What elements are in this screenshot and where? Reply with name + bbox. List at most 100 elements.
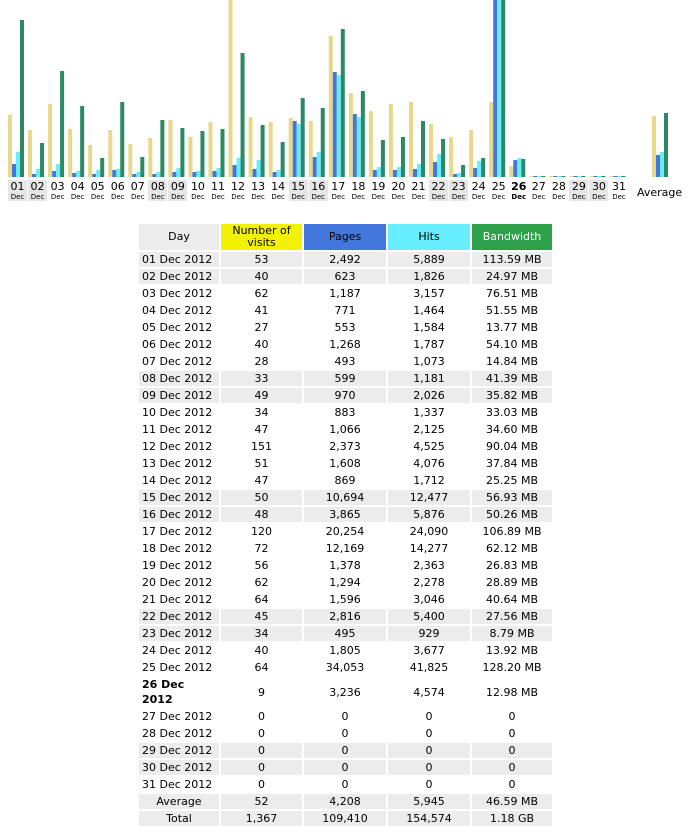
- day-number: 22: [431, 180, 446, 193]
- day-month: Dec: [511, 193, 527, 201]
- day-number: 28: [551, 180, 566, 193]
- day-06-bandwidth-bar: [120, 102, 125, 177]
- average-row: Average 52 4,208 5,945 46.59 MB: [139, 794, 552, 809]
- day-29-pages-bar: [573, 176, 578, 177]
- cell-day: 31 Dec 2012: [142, 778, 213, 791]
- cell-day: 22 Dec 2012: [139, 609, 219, 624]
- total-row: Total 1,367 109,410 154,574 1.18 GB: [139, 811, 552, 826]
- day-month: Dec: [612, 193, 626, 201]
- table-row: 01 Dec 2012 53 2,492 5,889 113.59 MB: [139, 252, 552, 267]
- day-27-pages-bar: [533, 176, 538, 177]
- cell-visits: 28: [254, 355, 269, 368]
- day-month: Dec: [532, 193, 546, 201]
- day-15-pages-bar: [292, 121, 297, 177]
- day-30-hits-bar: [597, 176, 602, 177]
- day-08-visits-bar: [148, 138, 153, 177]
- day-05-hits-bar: [96, 170, 101, 177]
- day-number: 17: [331, 180, 346, 193]
- day-16-bandwidth-bar: [320, 108, 325, 177]
- cell-visits: 0: [258, 727, 265, 740]
- day-21-hits-bar: [417, 164, 421, 177]
- day-16-hits-bar: [316, 152, 321, 177]
- day-30-visits-bar: [589, 176, 594, 177]
- day-number: 01: [10, 180, 25, 193]
- cell-pages: 3,236: [329, 685, 361, 699]
- table-row: 11 Dec 2012 47 1,066 2,125 34.60 MB: [139, 422, 552, 437]
- total-hits: 154,574: [388, 811, 470, 826]
- cell-day: 18 Dec 2012: [142, 542, 213, 555]
- day-month: Dec: [311, 193, 326, 201]
- day-09-hits-bar: [176, 168, 181, 177]
- cell-hits: 24,090: [409, 525, 449, 538]
- cell-hits: 1,787: [413, 338, 445, 351]
- day-month: Dec: [431, 193, 446, 201]
- day-28-visits-bar: [549, 176, 554, 177]
- cell-pages: 0: [304, 760, 386, 775]
- day-20-bandwidth-bar: [400, 137, 405, 177]
- day-label: 28 Dec: [549, 180, 568, 201]
- day-05-visits-bar: [88, 145, 93, 177]
- day-06-hits-bar: [116, 169, 121, 177]
- day-number: 16: [311, 180, 326, 193]
- day-04-hits-bar: [76, 171, 81, 177]
- table-row: 21 Dec 2012 64 1,596 3,046 40.64 MB: [139, 592, 552, 607]
- table-row: 15 Dec 2012 50 10,694 12,477 56.93 MB: [139, 490, 552, 505]
- header-bandwidth: Bandwidth: [472, 224, 552, 250]
- day-number: 15: [291, 180, 306, 193]
- table-row: 20 Dec 2012 62 1,294 2,278 28.89 MB: [139, 575, 552, 590]
- day-month: Dec: [391, 193, 406, 201]
- day-number: 13: [251, 180, 266, 193]
- cell-visits: 34: [254, 406, 269, 419]
- day-22-pages-bar: [433, 162, 438, 177]
- cell-hits: 3,157: [413, 287, 445, 300]
- cell-hits: 2,026: [388, 388, 470, 403]
- day-19-bandwidth-bar: [380, 140, 385, 177]
- cell-visits: 120: [251, 525, 272, 538]
- cell-bandwidth: 0: [508, 710, 516, 723]
- table-row: 31 Dec 2012 0 0 0 0: [139, 777, 552, 792]
- cell-bandwidth: 0: [508, 727, 516, 740]
- cell-day: 27 Dec 2012: [142, 710, 213, 723]
- cell-bandwidth: 50.26 MB: [472, 507, 552, 522]
- cell-day: 09 Dec 2012: [139, 388, 219, 403]
- cell-hits: 3,046: [413, 593, 445, 606]
- cell-bandwidth: 26.83 MB: [485, 559, 539, 572]
- day-number: 26: [511, 180, 527, 193]
- day-month: Dec: [572, 193, 586, 201]
- day-10-bandwidth-bar: [200, 131, 205, 177]
- day-14-bandwidth-bar: [280, 142, 285, 177]
- cell-day: 05 Dec 2012: [142, 321, 213, 334]
- table-row: 24 Dec 2012 40 1,805 3,677 13.92 MB: [139, 643, 552, 658]
- cell-visits: 62: [254, 576, 269, 589]
- day-07-hits-bar: [136, 172, 141, 177]
- average-hits-bar: [660, 152, 664, 177]
- day-25-pages-bar: [493, 0, 498, 177]
- day-19-pages-bar: [372, 170, 377, 177]
- cell-day: 19 Dec 2012: [142, 559, 213, 572]
- day-number: 20: [391, 180, 406, 193]
- day-label: 09 Dec: [168, 180, 188, 201]
- cell-pages: 1,608: [329, 457, 361, 470]
- day-label: 25 Dec: [489, 180, 508, 201]
- table-row: 19 Dec 2012 56 1,378 2,363 26.83 MB: [139, 558, 552, 573]
- day-month: Dec: [491, 193, 506, 201]
- cell-bandwidth: 0: [472, 760, 552, 775]
- day-27-bandwidth-bar: [541, 176, 546, 177]
- cell-day: 12 Dec 2012: [142, 440, 213, 453]
- cell-bandwidth: 51.55 MB: [485, 304, 539, 317]
- day-21-pages-bar: [413, 169, 417, 177]
- day-label: 04 Dec: [68, 180, 87, 201]
- day-03-visits-bar: [48, 104, 53, 177]
- day-12-visits-bar: [228, 0, 233, 177]
- day-25-visits-bar: [489, 102, 494, 177]
- cell-pages: 0: [341, 778, 349, 791]
- cell-bandwidth: 37.84 MB: [485, 457, 539, 470]
- day-11-visits-bar: [208, 122, 213, 177]
- table-row: 03 Dec 2012 62 1,187 3,157 76.51 MB: [139, 286, 552, 301]
- cell-hits: 1,464: [413, 304, 445, 317]
- cell-hits: 5,889: [388, 252, 470, 267]
- day-month: Dec: [110, 193, 125, 201]
- cell-visits: 49: [221, 388, 302, 403]
- cell-bandwidth: 56.93 MB: [472, 490, 552, 505]
- cell-visits: 151: [251, 440, 272, 453]
